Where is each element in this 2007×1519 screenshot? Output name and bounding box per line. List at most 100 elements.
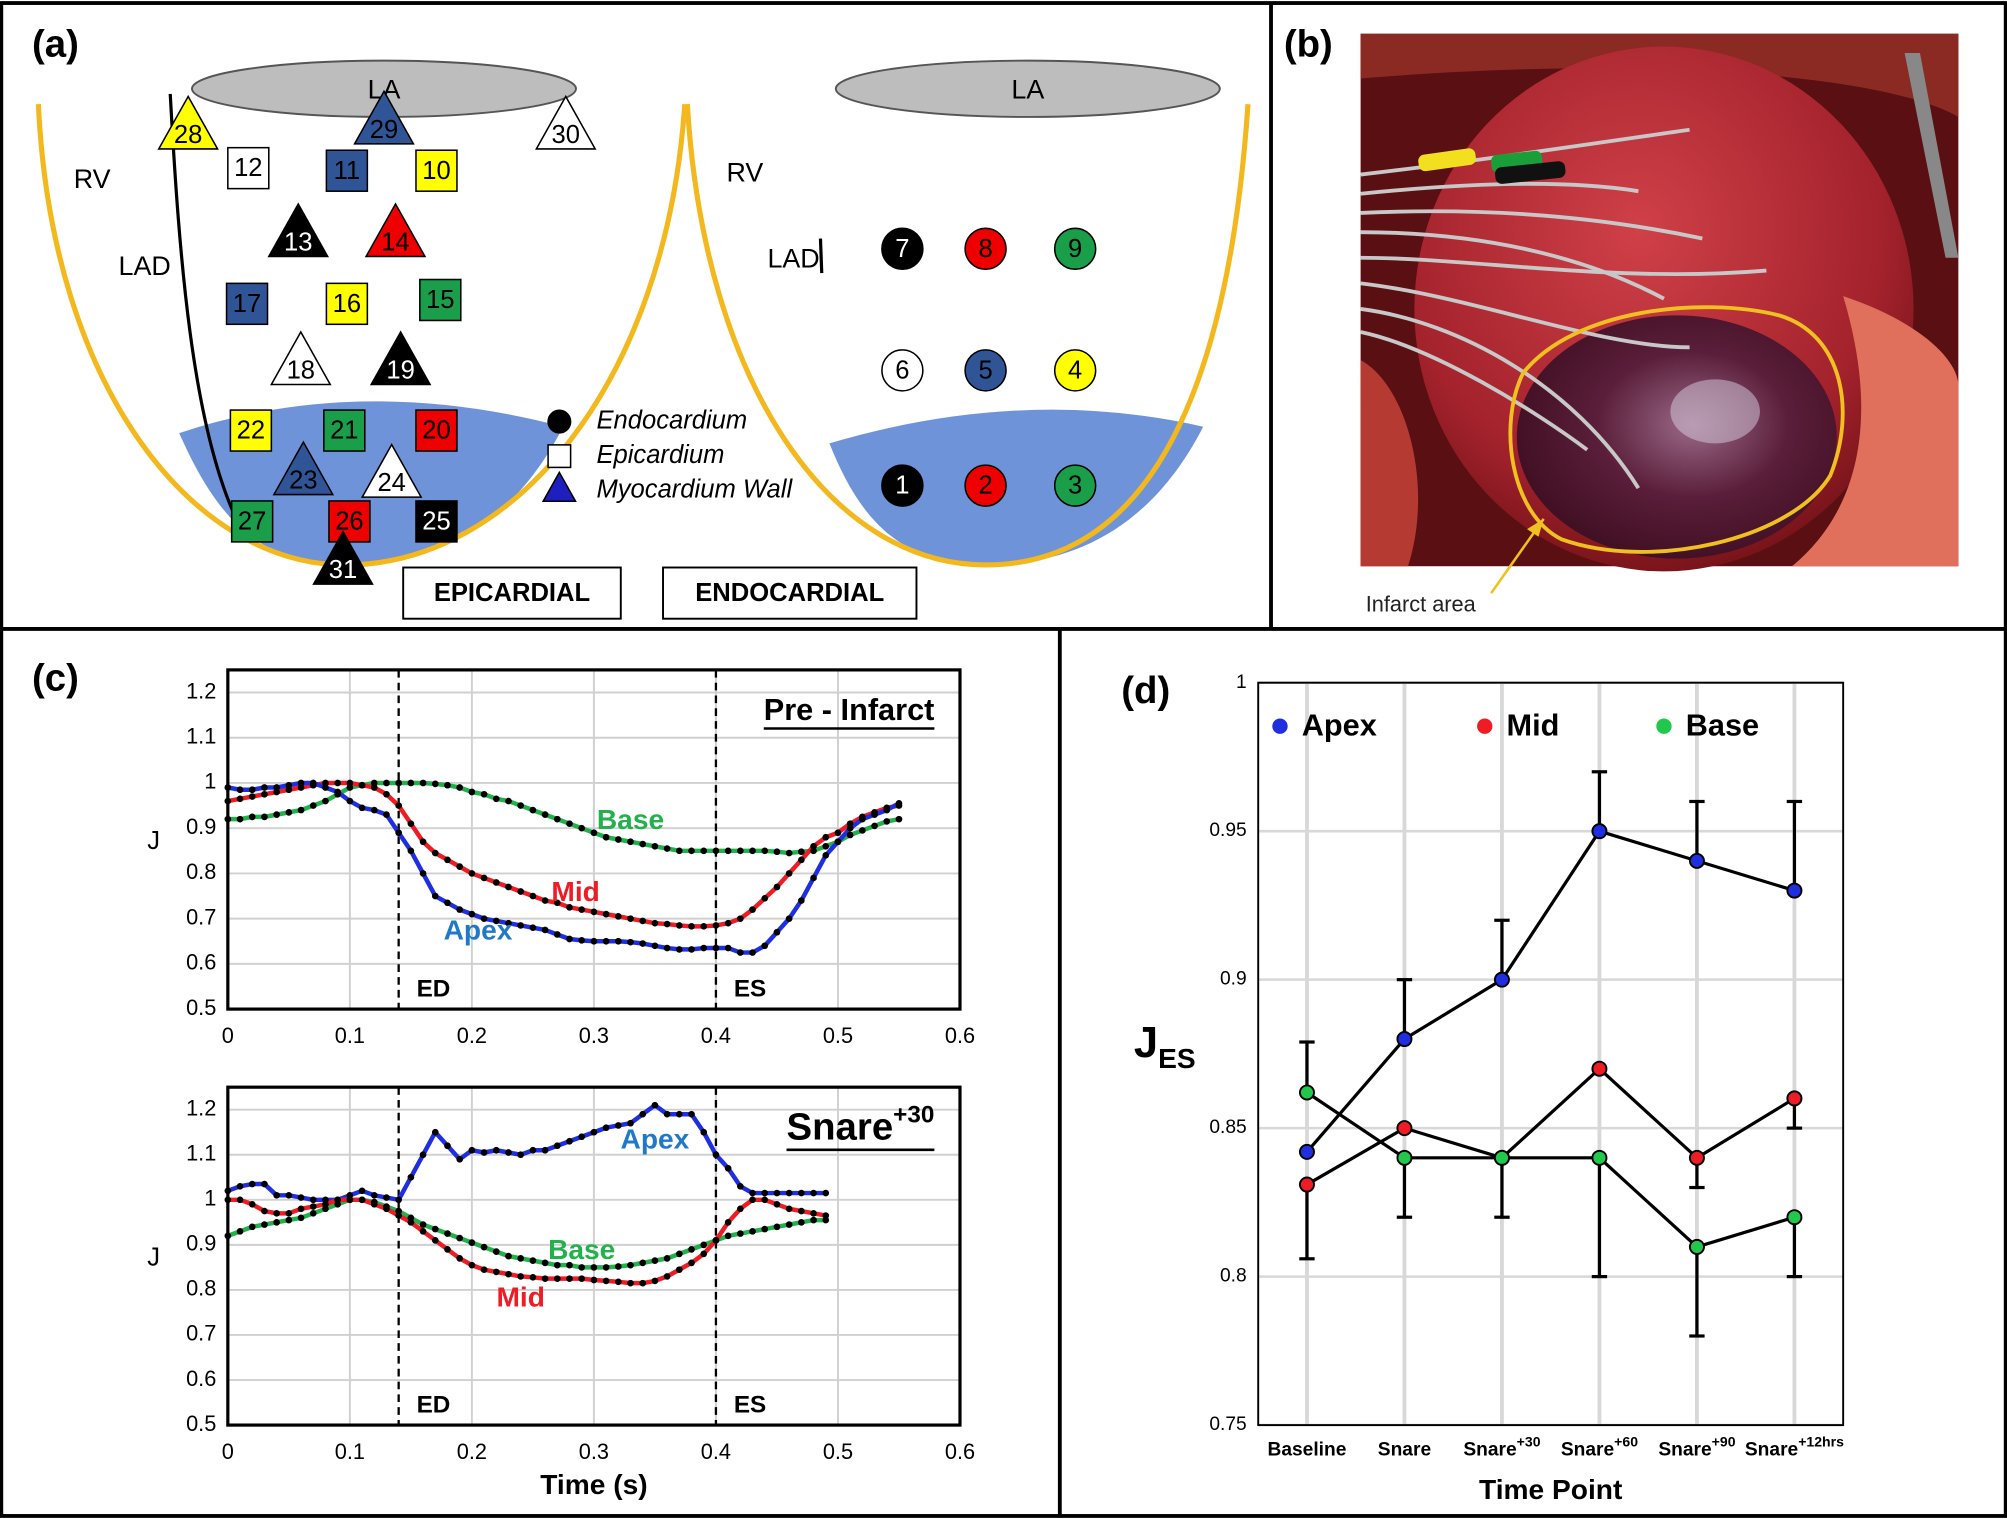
y-tick-label: 0.9 [186,1231,216,1256]
category-superscript: +12hrs [1798,1433,1844,1449]
marker-shape [547,409,572,434]
data-point [419,1221,427,1228]
x-tick-label: 0.5 [823,1439,853,1464]
data-point [383,790,390,798]
y-tick-label: 0.6 [186,1366,216,1391]
data-point [407,847,415,855]
data-point [1786,1209,1803,1226]
marker-label: 3 [1068,472,1082,500]
data-point [261,813,268,821]
cloth [1791,296,1959,567]
data-point [309,1196,317,1204]
data-point [602,937,610,945]
data-point [822,1189,830,1197]
data-point [468,1261,476,1269]
marker-label: 1 [895,472,909,500]
arrow-head [1527,518,1544,537]
data-point [1396,1031,1413,1048]
data-point [444,899,451,907]
data-point [749,949,756,956]
data-point [517,888,525,895]
marker-shape [415,409,458,452]
marker-shape [312,530,374,585]
data-point [798,1207,805,1215]
data-point [761,1189,769,1197]
marker-shape [325,149,369,192]
data-point [590,1264,598,1271]
data-point [1591,1149,1608,1166]
instrument [1904,52,1959,258]
data-point [297,1205,305,1213]
data-point [261,1221,268,1228]
annotation: Infarct area [1366,592,1477,617]
marker-label: 24 [377,469,405,497]
data-point [798,1189,805,1197]
data-point [492,917,500,925]
data-point [541,811,549,818]
data-point [810,1209,817,1217]
data-point [627,938,634,946]
marker-label: 10 [422,157,450,185]
x-axis-label: Time Point [1479,1474,1623,1505]
data-point [1396,1149,1413,1166]
data-point [773,883,781,891]
y-tick-label: 0.9 [1220,969,1247,990]
data-point [663,1273,671,1280]
data-point [834,838,842,846]
data-point [627,1119,634,1127]
data-point [456,1234,464,1242]
data-point [261,784,268,791]
data-point [590,937,598,945]
data-point [505,1270,512,1278]
marker-shape [157,94,219,150]
data-point [773,848,781,856]
legend-label: Mid [1507,708,1560,743]
marker-label: 25 [422,507,450,535]
series-line [1305,829,1795,1153]
data-point [346,779,354,787]
data-point [639,1259,647,1267]
data-point [236,1182,244,1190]
marker-shape [230,500,274,543]
data-point [749,1228,756,1235]
chart-title: Snare+30 [787,1101,935,1148]
data-point [541,897,549,904]
data-point [273,1209,280,1217]
data-point [297,779,305,787]
data-point [1298,1143,1315,1160]
data-point [712,922,720,929]
data-point [761,942,769,950]
title-text: Pre - Infarct [764,692,935,727]
data-point [444,1142,451,1150]
data-point [700,1128,708,1136]
data-point [444,781,451,789]
data-point [871,822,878,830]
data-point [712,1151,720,1159]
data-point [358,781,366,789]
data-point [505,919,512,927]
marker-label: 9 [1068,235,1082,263]
data-point [248,1180,256,1188]
data-point [419,838,427,846]
y-tick-label: 0.6 [186,950,216,975]
category-name: Baseline [1267,1440,1346,1461]
series-line [1306,1091,1795,1249]
data-point [480,1266,488,1273]
data-point [529,806,537,814]
data-point [529,892,537,900]
data-point [578,1133,586,1141]
marker-shape [325,282,369,326]
x-tick-label: 0.2 [457,1023,487,1048]
data-point [785,870,793,877]
data-point [566,1137,573,1145]
data-point [590,829,598,837]
data-point [1786,882,1803,899]
data-point [553,1261,561,1269]
data-point [541,1146,549,1154]
data-point [395,1196,402,1204]
y-tick-label: 0.75 [1209,1414,1246,1435]
x-tick-label: 0.4 [701,1023,731,1048]
y-tick-label: 0.9 [186,814,216,839]
data-point [602,1124,610,1132]
marker-shape [369,330,432,386]
